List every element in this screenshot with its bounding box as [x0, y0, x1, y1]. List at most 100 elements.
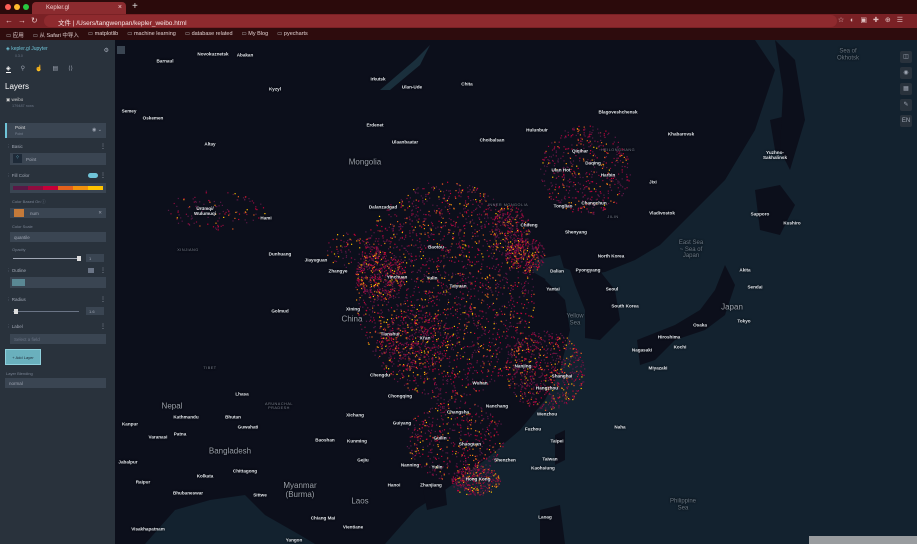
- layer-type-select[interactable]: ⁘ Point: [10, 153, 106, 165]
- data-point: [570, 168, 572, 170]
- data-point: [607, 197, 609, 199]
- forward-icon[interactable]: →: [18, 16, 26, 25]
- maximize-window-button[interactable]: [23, 4, 29, 10]
- data-point: [579, 370, 581, 372]
- map-canvas[interactable]: Barnaul Novokuznetsk Abakan Kyzyl Irkutsk Ula…: [115, 40, 917, 544]
- bookmark-machine-learning[interactable]: machine learning: [127, 31, 176, 40]
- data-point: [437, 325, 439, 327]
- layer-header-actions[interactable]: ◉ ⌄: [92, 127, 102, 133]
- data-point: [482, 468, 484, 471]
- data-point: [524, 349, 526, 351]
- color-field-select[interactable]: num ✕: [10, 208, 106, 218]
- data-point: [574, 184, 576, 186]
- data-point: [416, 374, 418, 376]
- url-input[interactable]: 文件 | /Users/tangwenpan/kepler_weibo.html: [44, 15, 837, 27]
- data-point: [489, 350, 491, 352]
- export-tab-icon[interactable]: ⟨⟩: [68, 66, 73, 72]
- data-point: [376, 297, 378, 299]
- data-point: [412, 306, 414, 308]
- opacity-input[interactable]: 1: [86, 254, 104, 262]
- layer-title[interactable]: Point: [15, 125, 26, 130]
- info-icon[interactable]: ⓘ: [41, 199, 46, 204]
- data-point: [519, 349, 521, 351]
- bookmark-database[interactable]: database related: [185, 31, 233, 40]
- fill-color-toggle[interactable]: [88, 173, 98, 178]
- data-point: [393, 236, 395, 238]
- outline-toggle[interactable]: [88, 268, 94, 273]
- bookmark-my-blog[interactable]: My Blog: [242, 31, 268, 40]
- data-point: [518, 252, 520, 254]
- settings-icon[interactable]: ⚙: [103, 48, 109, 54]
- more-icon[interactable]: ⋮: [100, 144, 106, 150]
- data-point: [428, 290, 430, 292]
- dataset-name[interactable]: ▣ weibo: [6, 97, 24, 102]
- radius-slider-handle[interactable]: [14, 309, 19, 314]
- data-point: [407, 325, 409, 327]
- more-icon[interactable]: ⋮: [100, 297, 106, 303]
- new-tab-button[interactable]: +: [132, 1, 138, 12]
- visibility-icon[interactable]: ◉: [92, 127, 97, 133]
- data-point: [427, 235, 429, 237]
- add-layer-button[interactable]: + Add Layer: [5, 349, 41, 365]
- filters-tab-icon[interactable]: ⚲: [20, 66, 26, 72]
- basemap-tab-icon[interactable]: ▤: [52, 66, 59, 72]
- interactions-tab-icon[interactable]: ☝: [35, 66, 43, 72]
- radius-slider[interactable]: [13, 309, 79, 314]
- data-point: [452, 232, 454, 235]
- radius-input[interactable]: 1.6: [86, 307, 104, 315]
- layer-header[interactable]: Point Point ◉ ⌄: [5, 123, 106, 138]
- data-point: [408, 352, 410, 354]
- label-field-select[interactable]: Select a field: [10, 334, 106, 344]
- data-point: [518, 358, 520, 360]
- data-point: [440, 282, 442, 284]
- bookmark-apps[interactable]: 应用: [6, 31, 24, 40]
- data-point: [527, 247, 529, 249]
- data-point: [399, 355, 401, 357]
- data-point: [441, 287, 443, 289]
- data-point: [393, 343, 395, 346]
- data-point: [373, 261, 375, 263]
- close-window-button[interactable]: [5, 4, 11, 10]
- data-point: [473, 388, 475, 390]
- data-point: [411, 209, 413, 211]
- extension-icons[interactable]: ☆◐▣✚⊕☰: [837, 17, 909, 24]
- data-point: [484, 214, 486, 216]
- data-point: [385, 264, 387, 266]
- opacity-slider[interactable]: [13, 256, 81, 261]
- back-icon[interactable]: ←: [5, 16, 13, 25]
- layer-blending-select[interactable]: normal: [5, 378, 106, 388]
- data-point: [511, 351, 513, 353]
- bookmark-matplotlib[interactable]: matplotlib: [88, 31, 119, 40]
- data-point: [556, 369, 559, 371]
- data-point: [413, 380, 416, 382]
- data-point: [527, 343, 529, 346]
- bookmark-pyecharts[interactable]: pyecharts: [277, 31, 308, 40]
- data-point: [468, 467, 470, 469]
- color-range-select[interactable]: [10, 183, 106, 193]
- close-tab-icon[interactable]: ×: [117, 4, 122, 11]
- data-point: [455, 477, 457, 479]
- clear-icon[interactable]: ✕: [98, 210, 102, 215]
- more-icon[interactable]: ⋮: [100, 324, 106, 330]
- color-scale-select[interactable]: quantile: [10, 232, 106, 242]
- reload-icon[interactable]: ↻: [31, 16, 38, 25]
- data-point: [498, 231, 500, 233]
- browser-tab[interactable]: Kepler.gl ×: [32, 2, 126, 14]
- data-point: [444, 225, 446, 227]
- minimize-window-button[interactable]: [14, 4, 20, 10]
- data-point: [492, 482, 494, 484]
- more-icon[interactable]: ⋮: [100, 173, 106, 179]
- data-point: [437, 314, 439, 316]
- opacity-slider-handle[interactable]: [77, 256, 81, 261]
- data-point: [394, 259, 396, 261]
- chevron-down-icon[interactable]: ⌄: [97, 127, 102, 133]
- data-point: [369, 288, 371, 291]
- data-point: [537, 255, 539, 257]
- data-point: [522, 271, 524, 273]
- more-icon[interactable]: ⋮: [100, 268, 106, 274]
- outline-color-select[interactable]: [10, 277, 106, 288]
- bookmark-safari-import[interactable]: 从 Safari 中导入: [33, 31, 78, 40]
- data-point: [372, 276, 374, 278]
- layers-tab-icon[interactable]: ◈: [6, 66, 11, 73]
- data-point: [573, 181, 575, 184]
